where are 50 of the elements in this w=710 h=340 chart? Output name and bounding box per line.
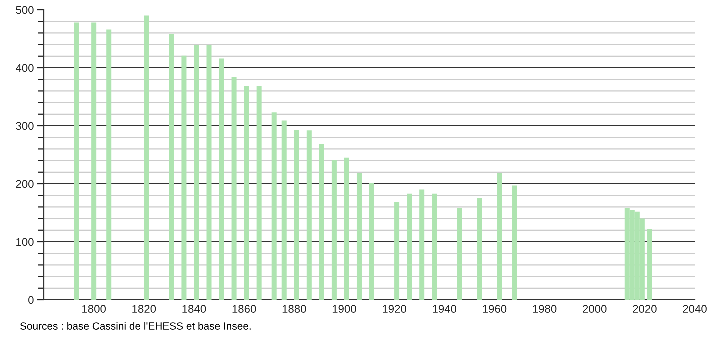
x-tick-label: 1900 — [332, 305, 356, 314]
bar — [512, 186, 518, 300]
bar — [294, 130, 300, 300]
y-tick-label: 0 — [28, 296, 34, 304]
x-tick-label: 2040 — [683, 305, 707, 314]
bar — [74, 22, 80, 300]
y-tick-label: 100 — [16, 238, 34, 246]
y-tick-label: 200 — [16, 180, 34, 188]
x-tick-label: 1980 — [533, 305, 557, 314]
bar — [206, 45, 212, 300]
y-tick-label: 500 — [16, 6, 34, 14]
bar — [477, 198, 482, 300]
x-tick-label: 1820 — [132, 305, 156, 314]
bar — [647, 229, 652, 300]
x-tick-label: 1920 — [383, 305, 406, 314]
x-tick-label: 1940 — [433, 305, 457, 314]
bar — [92, 22, 97, 300]
bar — [256, 86, 262, 300]
y-tick-label: 300 — [16, 122, 34, 130]
bar — [432, 194, 438, 300]
bar — [344, 158, 350, 300]
bar — [244, 86, 250, 300]
bar — [394, 202, 400, 300]
bar — [144, 16, 150, 300]
bar — [169, 34, 174, 300]
bar — [407, 194, 412, 300]
x-tick-label: 1800 — [82, 305, 106, 314]
bar — [194, 45, 200, 300]
bar — [182, 56, 187, 300]
x-tick-label: 1880 — [282, 305, 306, 314]
x-tick-label: 1960 — [483, 305, 507, 314]
y-tick-label: 400 — [16, 64, 34, 72]
bar — [272, 112, 277, 300]
bar — [356, 174, 362, 300]
bar — [106, 30, 112, 300]
bar — [219, 58, 224, 300]
bar — [332, 160, 337, 300]
bar — [319, 144, 324, 300]
bar — [497, 172, 502, 300]
bar — [306, 130, 312, 300]
x-tick-label: 1860 — [232, 305, 256, 314]
x-tick-label: 2000 — [583, 305, 607, 314]
source-note: Sources : base Cassini de l'EHESS et base Insee. — [20, 322, 251, 330]
bar — [457, 208, 462, 300]
x-tick-label: 2020 — [633, 305, 657, 314]
bar — [232, 77, 237, 300]
bar — [370, 183, 375, 300]
x-tick-label: 1840 — [182, 305, 206, 314]
bar — [420, 190, 425, 300]
bar — [282, 120, 287, 300]
